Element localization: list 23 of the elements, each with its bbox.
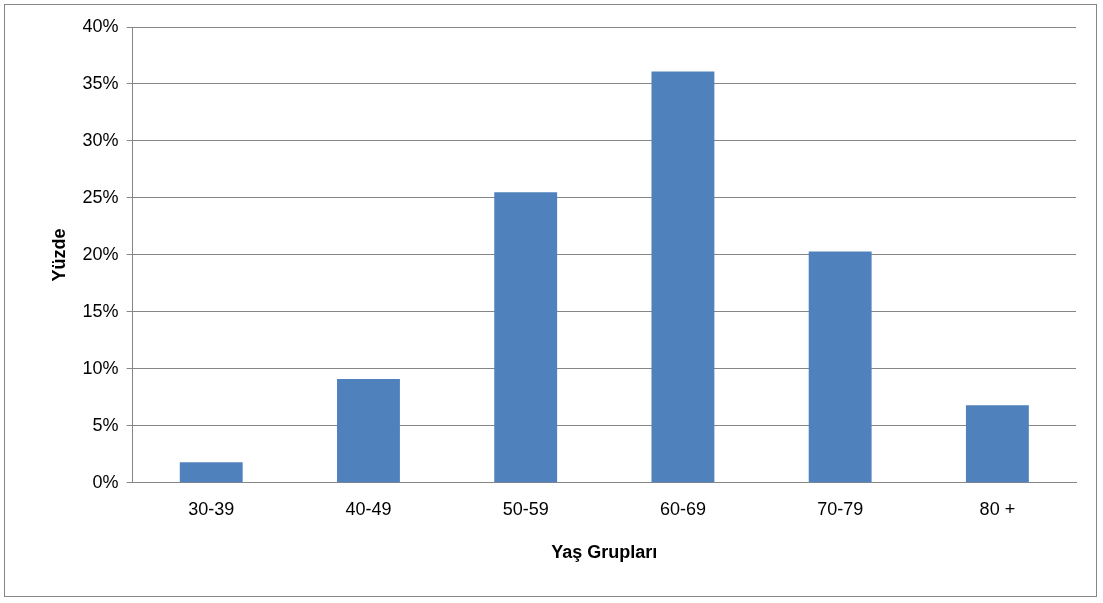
bar	[651, 71, 715, 483]
x-tick-label: 70-79	[817, 498, 864, 519]
bar	[965, 405, 1029, 483]
y-tick-label: 10%	[82, 357, 119, 378]
x-tick-label: 50-59	[502, 498, 549, 519]
bar	[337, 379, 400, 483]
y-tick-label: 35%	[82, 72, 119, 93]
y-tick-label: 5%	[92, 414, 119, 435]
x-tick-label: 30-39	[188, 498, 235, 519]
y-axis-title: Yüzde	[48, 228, 69, 282]
x-tick-label: 80 +	[979, 498, 1016, 519]
x-tick-label: 60-69	[659, 498, 706, 519]
y-tick-label: 30%	[82, 129, 119, 150]
bar	[494, 192, 558, 483]
y-tick-label: 0%	[92, 471, 119, 492]
bar	[179, 462, 243, 483]
y-tick-label: 25%	[82, 186, 119, 207]
bar	[808, 251, 872, 483]
x-tick-label: 40-49	[345, 498, 392, 519]
y-tick-label: 40%	[82, 15, 119, 36]
y-tick-label: 20%	[82, 243, 119, 264]
x-axis-title: Yaş Grupları	[551, 542, 658, 563]
y-tick-label: 15%	[82, 300, 119, 321]
